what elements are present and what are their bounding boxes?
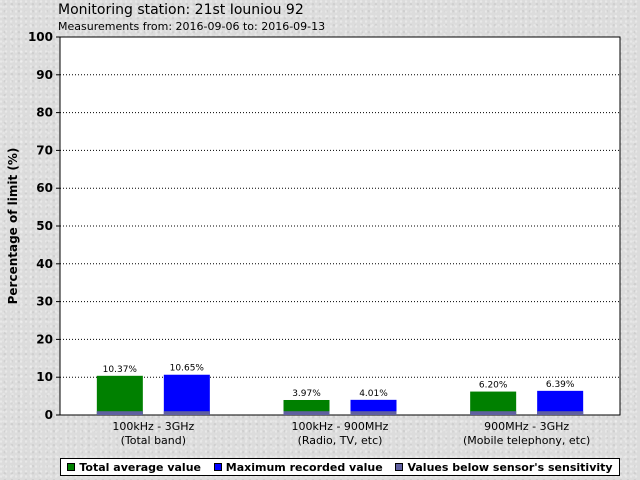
y-tick-label: 100 [28,30,53,44]
bar-average [96,375,143,415]
y-tick-label: 90 [36,68,53,82]
y-tick-label: 0 [45,408,53,422]
legend-label-below-sensitivity: Values below sensor's sensitivity [407,460,613,474]
bar-chart: 0 10 20 30 40 50 60 70 80 90 100 10.37% 10.65% 3.97%… [6,30,621,447]
chart-title: Monitoring station: 21st Iouniou 92 [58,2,304,18]
bar-maximum [350,399,397,415]
legend: Total average value Maximum recorded val… [60,458,620,476]
y-tick-label: 20 [36,332,53,346]
legend-swatch-below-sensitivity [395,463,404,471]
legend-item-maximum: Maximum recorded value [213,460,383,474]
bar-below-sensitivity [283,411,330,415]
y-tick-label: 70 [36,143,53,157]
y-tick-label: 50 [36,219,53,233]
data-label: 6.39% [546,380,575,390]
bar-maximum [163,374,210,415]
bar-below-sensitivity [163,411,210,415]
data-label: 10.37% [103,365,138,375]
legend-label-average: Total average value [79,460,201,474]
x-category-sublabel: (Mobile telephony, etc) [463,434,590,447]
y-tick-label: 10 [36,370,53,384]
data-label: 6.20% [479,381,508,391]
y-tick-label: 40 [36,257,53,271]
x-category-sublabel: (Total band) [121,434,186,447]
data-label: 4.01% [359,389,388,399]
y-axis-label: Percentage of limit (%) [6,148,20,305]
y-tick-label: 30 [36,295,53,309]
bar-below-sensitivity [537,411,584,415]
y-tick-label: 60 [36,181,53,195]
legend-swatch-average [67,463,76,471]
bar-below-sensitivity [96,411,143,415]
legend-item-average: Total average value [67,461,201,474]
x-category-label: 900MHz - 3GHz [484,420,569,433]
x-category-label: 100kHz - 900MHz [292,420,389,433]
data-label: 10.65% [170,364,205,374]
data-label: 3.97% [292,389,321,399]
legend-swatch-maximum [213,463,222,471]
y-tick-label: 80 [36,106,53,120]
bar-below-sensitivity [470,411,517,415]
legend-label-maximum: Maximum recorded value [225,460,383,474]
x-category-label: 100kHz - 3GHz [112,420,194,433]
bar-maximum [537,390,584,415]
bar-average [470,391,517,415]
legend-item-below-sensitivity: Values below sensor's sensitivity [395,460,613,474]
chart-subtitle: Measurements from: 2016-09-06 to: 2016-0… [58,20,326,33]
bar-below-sensitivity [350,411,397,415]
x-category-sublabel: (Radio, TV, etc) [298,434,383,447]
